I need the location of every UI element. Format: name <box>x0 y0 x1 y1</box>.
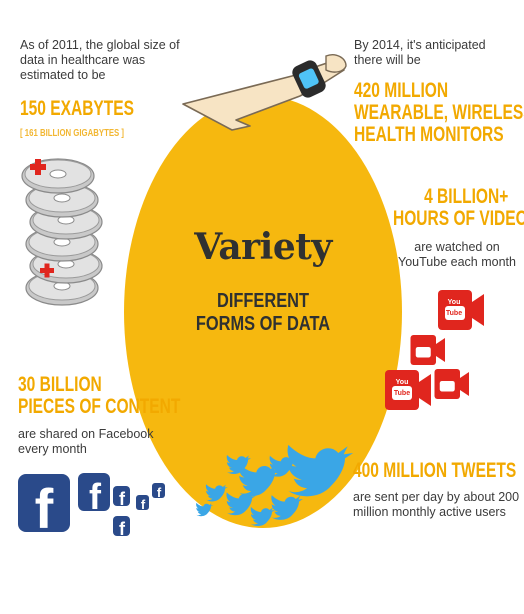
tweets-desc: are sent per day by about 200 million mo… <box>353 490 519 520</box>
facebook-desc-line-2: every month <box>18 442 87 456</box>
facebook-letter-4: f <box>141 497 146 512</box>
healthcare-note: [ 161 BILLION GIGABYTES ] <box>20 128 125 139</box>
healthcare-intro-line-1: As of 2011, the global size of <box>20 38 180 52</box>
facebook-headline: 30 BILLION PIECES OF CONTENT <box>18 374 180 418</box>
video-desc: are watched on YouTube each month <box>395 240 519 270</box>
center-subtitle-line-1: DIFFERENT <box>216 290 310 312</box>
facebook-desc-line-1: are shared on Facebook <box>18 427 154 441</box>
wearables-headline-line-3: HEALTH MONITORS <box>354 123 504 146</box>
youtube-label-you: You <box>448 299 461 306</box>
facebook-desc: are shared on Facebook every month <box>18 427 154 457</box>
healthcare-intro: As of 2011, the global size of data in h… <box>20 38 180 83</box>
youtube-label-you-2: You <box>396 379 409 386</box>
facebook-letter-1: f <box>35 477 54 540</box>
arm-icon <box>182 54 347 131</box>
wristband-icon <box>292 60 326 98</box>
youtube-label-tube: Tube <box>446 310 462 317</box>
facebook-headline-line-2: PIECES OF CONTENT <box>18 395 181 418</box>
video-desc-line-1: are watched on <box>414 240 500 254</box>
wearables-intro-line-1: By 2014, it's anticipated <box>354 38 486 52</box>
video-headline-line-2: HOURS OF VIDEO <box>393 207 524 230</box>
video-headline-line-1: 4 BILLION+ <box>424 185 509 208</box>
twitter-bird-icon <box>196 444 354 527</box>
wearables-intro-line-2: there will be <box>354 53 421 67</box>
cd-stack-icon <box>21 158 103 306</box>
facebook-letter-5: f <box>157 485 162 500</box>
yellow-oval <box>124 96 402 528</box>
healthcare-intro-line-2: data in healthcare was <box>20 53 146 67</box>
video-headline: 4 BILLION+ HOURS OF VIDEO <box>393 186 524 230</box>
facebook-letter-6: f <box>119 519 126 539</box>
wearables-headline-line-1: 420 MILLION <box>354 79 449 102</box>
video-desc-line-2: YouTube each month <box>398 255 516 269</box>
red-cross-icon <box>30 159 54 278</box>
wearables-intro: By 2014, it's anticipated there will be <box>354 38 486 68</box>
youtube-label-tube-2: Tube <box>394 390 410 397</box>
center-subtitle: DIFFERENT FORMS OF DATA <box>149 290 377 336</box>
tweets-desc-line-1: are sent per day by about 200 <box>353 490 520 504</box>
youtube-camera-icon: You Tube You Tube <box>385 290 484 410</box>
wearables-headline-line-2: WEARABLE, WIRELESS <box>354 101 524 124</box>
center-title: Variety <box>194 226 332 268</box>
facebook-letter-3: f <box>119 489 126 509</box>
tweets-headline: 400 MILLION TWEETS <box>353 459 517 482</box>
wearables-headline: 420 MILLION WEARABLE, WIRELESS HEALTH MO… <box>354 80 524 146</box>
center-subtitle-line-2: FORMS OF DATA <box>195 313 331 335</box>
facebook-letter-2: f <box>89 476 102 517</box>
healthcare-headline: 150 EXABYTES <box>20 97 135 120</box>
tweets-desc-line-2: million monthly active users <box>353 505 506 519</box>
facebook-headline-line-1: 30 BILLION <box>18 373 102 396</box>
facebook-icon: f f f f f f <box>18 473 165 540</box>
healthcare-intro-line-3: estimated to be <box>20 68 106 82</box>
